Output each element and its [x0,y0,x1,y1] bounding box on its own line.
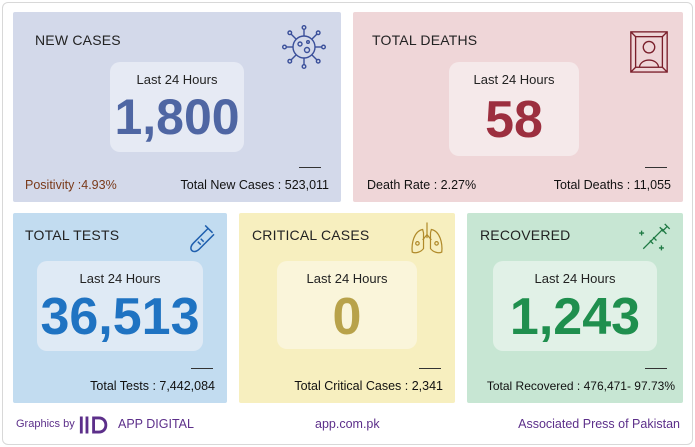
recovered-title: RECOVERED [480,227,571,243]
total-recovered: Total Recovered : 476,471- 97.73% [486,379,675,393]
recovered-card: RECOVERED Last 24 Hours 1,243 Total Reco… [467,213,683,403]
critical-period: Last 24 Hours [306,271,388,286]
total-deaths: Total Deaths : 11,055 [553,178,671,192]
recovered-rule [645,368,667,369]
new-cases-rule [299,167,321,168]
new-cases-panel: Last 24 Hours [110,62,244,152]
critical-cases-title: CRITICAL CASES [252,227,370,243]
test-tube-icon [190,224,215,253]
recovered-period: Last 24 Hours [534,271,616,286]
app-digital-brand: APP DIGITAL [118,417,194,431]
tests-value: 36,513 [40,288,200,346]
deaths-period: Last 24 Hours [473,72,555,87]
critical-panel: Last 24 Hours [277,261,417,349]
death-rate: Death Rate : 2.27% [367,178,477,192]
virus-icon [282,25,327,70]
lungs-icon [411,222,443,254]
deaths-panel: Last 24 Hours [449,62,579,156]
total-critical-cases: Total Critical Cases : 2,341 [294,379,443,393]
deaths-rule [645,167,667,168]
tests-period: Last 24 Hours [79,271,161,286]
agency-name: Associated Press of Pakistan [518,417,680,431]
vaccine-icon [639,223,671,251]
app-digital-logo-icon [79,416,108,434]
recovered-value: 1,243 [509,288,641,346]
total-tests-title: TOTAL TESTS [25,227,120,243]
graphics-by-label: Graphics by [16,418,75,430]
total-deaths-title: TOTAL DEATHS [372,32,478,48]
deaths-value: 58 [485,91,543,149]
critical-cases-card: CRITICAL CASES Last 24 Hours 0 Total Cri… [239,213,455,403]
positivity-rate: Positivity :4.93% [25,178,117,192]
critical-value: 0 [332,288,362,346]
total-deaths-card: TOTAL DEATHS Last 24 Hours 58 Death Rate… [353,12,683,202]
tests-panel: Last 24 Hours [37,261,203,351]
total-tests-card: TOTAL TESTS Last 24 Hours 36,513 Total T… [13,213,227,403]
recovered-panel: Last 24 Hours [493,261,657,351]
total-tests: Total Tests : 7,442,084 [90,379,215,393]
new-cases-title: NEW CASES [35,32,121,48]
tests-rule [191,368,213,369]
total-new-cases: Total New Cases : 523,011 [180,178,329,192]
portrait-frame-icon [630,31,668,73]
website-link[interactable]: app.com.pk [315,417,380,431]
new-cases-card: NEW CASES Last 24 Hours 1,800 Positivity… [13,12,341,202]
critical-rule [419,368,441,369]
new-cases-value: 1,800 [114,89,240,145]
new-cases-period: Last 24 Hours [136,72,218,87]
footer: Graphics by APP DIGITAL app.com.pk Assoc… [3,408,692,444]
